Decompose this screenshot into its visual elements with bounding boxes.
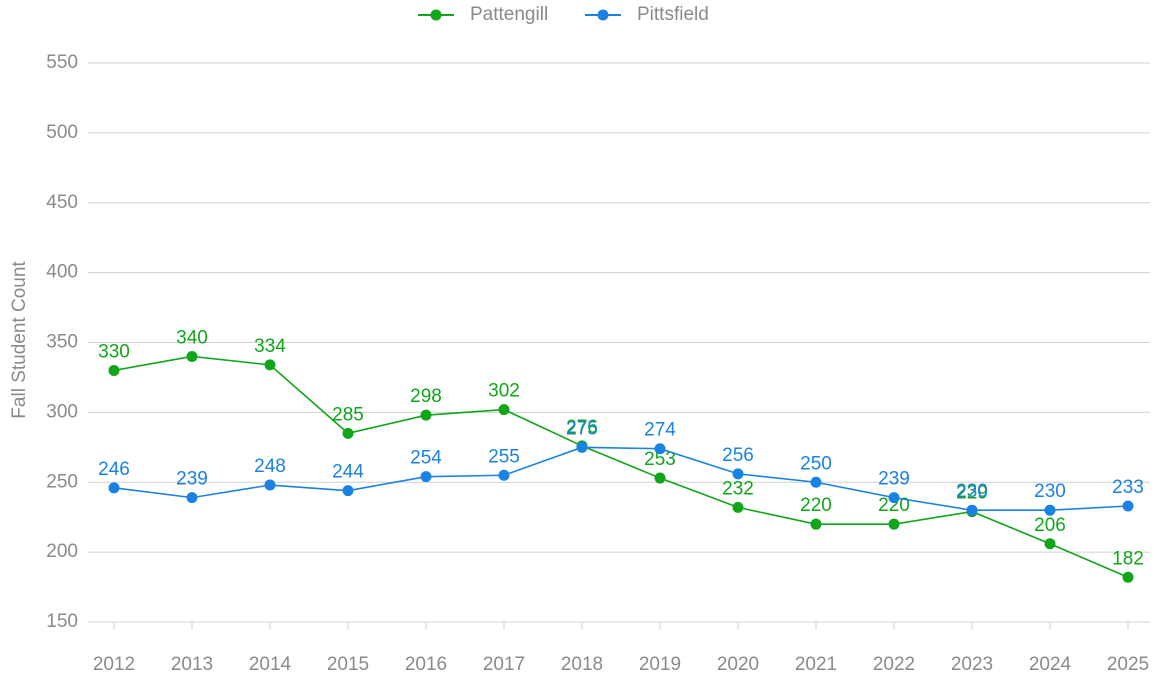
x-tick-label: 2014 (249, 654, 292, 675)
legend-label: Pattengill (470, 4, 548, 25)
data-point (654, 443, 666, 455)
data-point (888, 518, 900, 530)
x-tick-label: 2023 (951, 654, 993, 675)
series-line (113, 355, 1129, 579)
y-tick-label: 500 (46, 122, 78, 143)
data-label: 246 (98, 459, 130, 480)
x-tick-label: 2024 (1029, 654, 1072, 675)
data-label: 250 (800, 453, 832, 474)
data-label: 220 (800, 495, 832, 516)
legend-label: Pittsfield (637, 4, 709, 25)
data-point (186, 350, 198, 362)
data-label: 230 (956, 481, 988, 502)
data-point (966, 504, 978, 516)
y-tick-label: 300 (46, 401, 78, 422)
data-point (732, 468, 744, 480)
data-point (732, 501, 744, 513)
x-tick-label: 2015 (327, 654, 369, 675)
data-point (1044, 538, 1056, 550)
data-label: 253 (644, 449, 676, 470)
data-label: 256 (722, 445, 754, 466)
y-tick-label: 400 (46, 262, 78, 283)
x-tick-label: 2020 (717, 654, 759, 675)
data-point (654, 472, 666, 484)
data-label: 334 (254, 336, 286, 357)
data-label: 182 (1112, 548, 1144, 569)
data-point (810, 518, 822, 530)
data-label: 206 (1034, 515, 1066, 536)
series-line (113, 446, 1129, 511)
data-label: 248 (254, 456, 286, 477)
data-point (264, 359, 276, 371)
data-point (342, 485, 354, 497)
data-label: 302 (488, 381, 520, 402)
x-tick-label: 2016 (405, 654, 447, 675)
data-label: 298 (410, 386, 442, 407)
data-label: 340 (176, 327, 208, 348)
y-tick-label: 200 (46, 541, 78, 562)
x-tick-label: 2012 (93, 654, 135, 675)
data-label: 330 (98, 341, 130, 362)
data-label: 275 (566, 418, 598, 439)
data-label: 232 (722, 478, 754, 499)
data-label: 239 (176, 469, 208, 490)
data-point (420, 471, 432, 483)
y-axis-label: Fall Student Count (9, 261, 30, 419)
data-point (810, 476, 822, 488)
y-tick-label: 550 (46, 52, 78, 73)
x-tick-label: 2013 (171, 654, 213, 675)
x-tick-label: 2019 (639, 654, 681, 675)
data-point (1122, 571, 1134, 583)
data-point (108, 364, 120, 376)
data-point (108, 482, 120, 494)
x-tick-label: 2025 (1107, 654, 1149, 675)
data-point (888, 492, 900, 504)
data-label: 244 (332, 462, 364, 483)
data-label: 229 (956, 483, 988, 504)
data-label: 254 (410, 448, 442, 469)
data-point (420, 409, 432, 421)
data-point (264, 479, 276, 491)
data-point (1044, 504, 1056, 516)
data-point (576, 441, 588, 453)
data-label: 255 (488, 446, 520, 467)
data-point (342, 427, 354, 439)
y-tick-label: 150 (46, 611, 78, 632)
data-point (1122, 500, 1134, 512)
data-label: 230 (1034, 481, 1066, 502)
data-label: 274 (644, 420, 676, 441)
y-tick-label: 250 (46, 471, 78, 492)
y-tick-label: 350 (46, 332, 78, 353)
x-tick-label: 2017 (483, 654, 525, 675)
x-tick-label: 2022 (873, 654, 915, 675)
data-label: 239 (878, 469, 910, 490)
data-label: 220 (878, 495, 910, 516)
legend-marker (597, 9, 609, 21)
data-point (186, 492, 198, 504)
x-tick-label: 2021 (795, 654, 837, 675)
data-point (498, 469, 510, 481)
data-point (498, 404, 510, 416)
data-label: 285 (332, 404, 364, 425)
data-label: 233 (1112, 477, 1144, 498)
legend-marker (430, 9, 442, 21)
y-tick-label: 450 (46, 192, 78, 213)
x-tick-label: 2018 (561, 654, 603, 675)
data-label: 276 (566, 417, 598, 438)
